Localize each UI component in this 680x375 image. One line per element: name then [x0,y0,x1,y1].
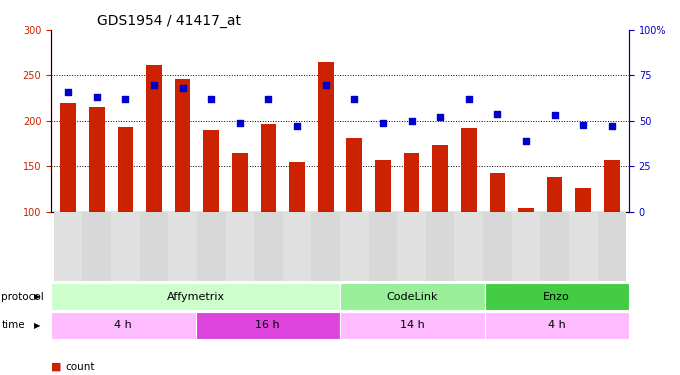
Bar [54,212,82,281]
Point [406,118,417,124]
Bar [346,138,362,212]
Point [263,96,274,102]
Point [235,120,245,126]
Point [63,89,73,95]
Bar [196,312,340,339]
Bar [51,283,340,310]
Bar [146,64,162,212]
Bar [575,188,591,212]
Bar [169,212,197,281]
Bar [598,212,626,281]
Text: ■: ■ [51,362,61,372]
Point [320,82,331,88]
Bar [426,212,454,281]
Point [377,120,388,126]
Point [578,122,589,128]
Bar [289,162,305,212]
Point [349,96,360,102]
Bar [404,153,420,212]
Point [120,96,131,102]
Text: ▶: ▶ [34,292,41,301]
Bar [541,212,569,281]
Bar [89,107,105,212]
Point [521,138,532,144]
Bar [432,146,448,212]
Text: 4 h: 4 h [548,321,566,330]
Bar [490,173,505,212]
Point [91,94,102,100]
Text: count: count [65,362,95,372]
Bar [254,212,283,281]
Bar [111,212,139,281]
Bar [604,160,619,212]
Bar [260,124,276,212]
Bar [547,177,562,212]
Point [463,96,474,102]
Text: 16 h: 16 h [256,321,280,330]
Bar [484,312,629,339]
Bar [511,212,541,281]
Bar [139,212,169,281]
Bar [318,62,334,212]
Point [206,96,217,102]
Point [492,111,503,117]
Bar [61,103,76,212]
Bar [454,212,483,281]
Text: time: time [1,321,25,330]
Text: Affymetrix: Affymetrix [167,292,224,302]
Text: CodeLink: CodeLink [386,292,438,302]
Bar [175,79,190,212]
Bar [369,212,397,281]
Bar [461,128,477,212]
Text: protocol: protocol [1,292,44,302]
Bar [232,153,248,212]
Bar [397,212,426,281]
Bar [340,312,484,339]
Bar [340,283,484,310]
Bar [518,208,534,212]
Point [549,112,560,118]
Text: 14 h: 14 h [400,321,424,330]
Bar [311,212,340,281]
Bar [484,283,629,310]
Bar [375,160,391,212]
Bar [118,127,133,212]
Bar [283,212,311,281]
Text: Enzo: Enzo [543,292,570,302]
Text: ▶: ▶ [34,321,41,330]
Point [177,85,188,91]
Bar [483,212,511,281]
Point [292,123,303,129]
Bar [226,212,254,281]
Text: GDS1954 / 41417_at: GDS1954 / 41417_at [97,13,241,28]
Bar [203,130,219,212]
Point [607,123,617,129]
Bar [340,212,369,281]
Bar [197,212,226,281]
Point [148,82,159,88]
Text: 4 h: 4 h [114,321,132,330]
Bar [569,212,598,281]
Bar [51,312,196,339]
Point [435,114,445,120]
Bar [82,212,111,281]
